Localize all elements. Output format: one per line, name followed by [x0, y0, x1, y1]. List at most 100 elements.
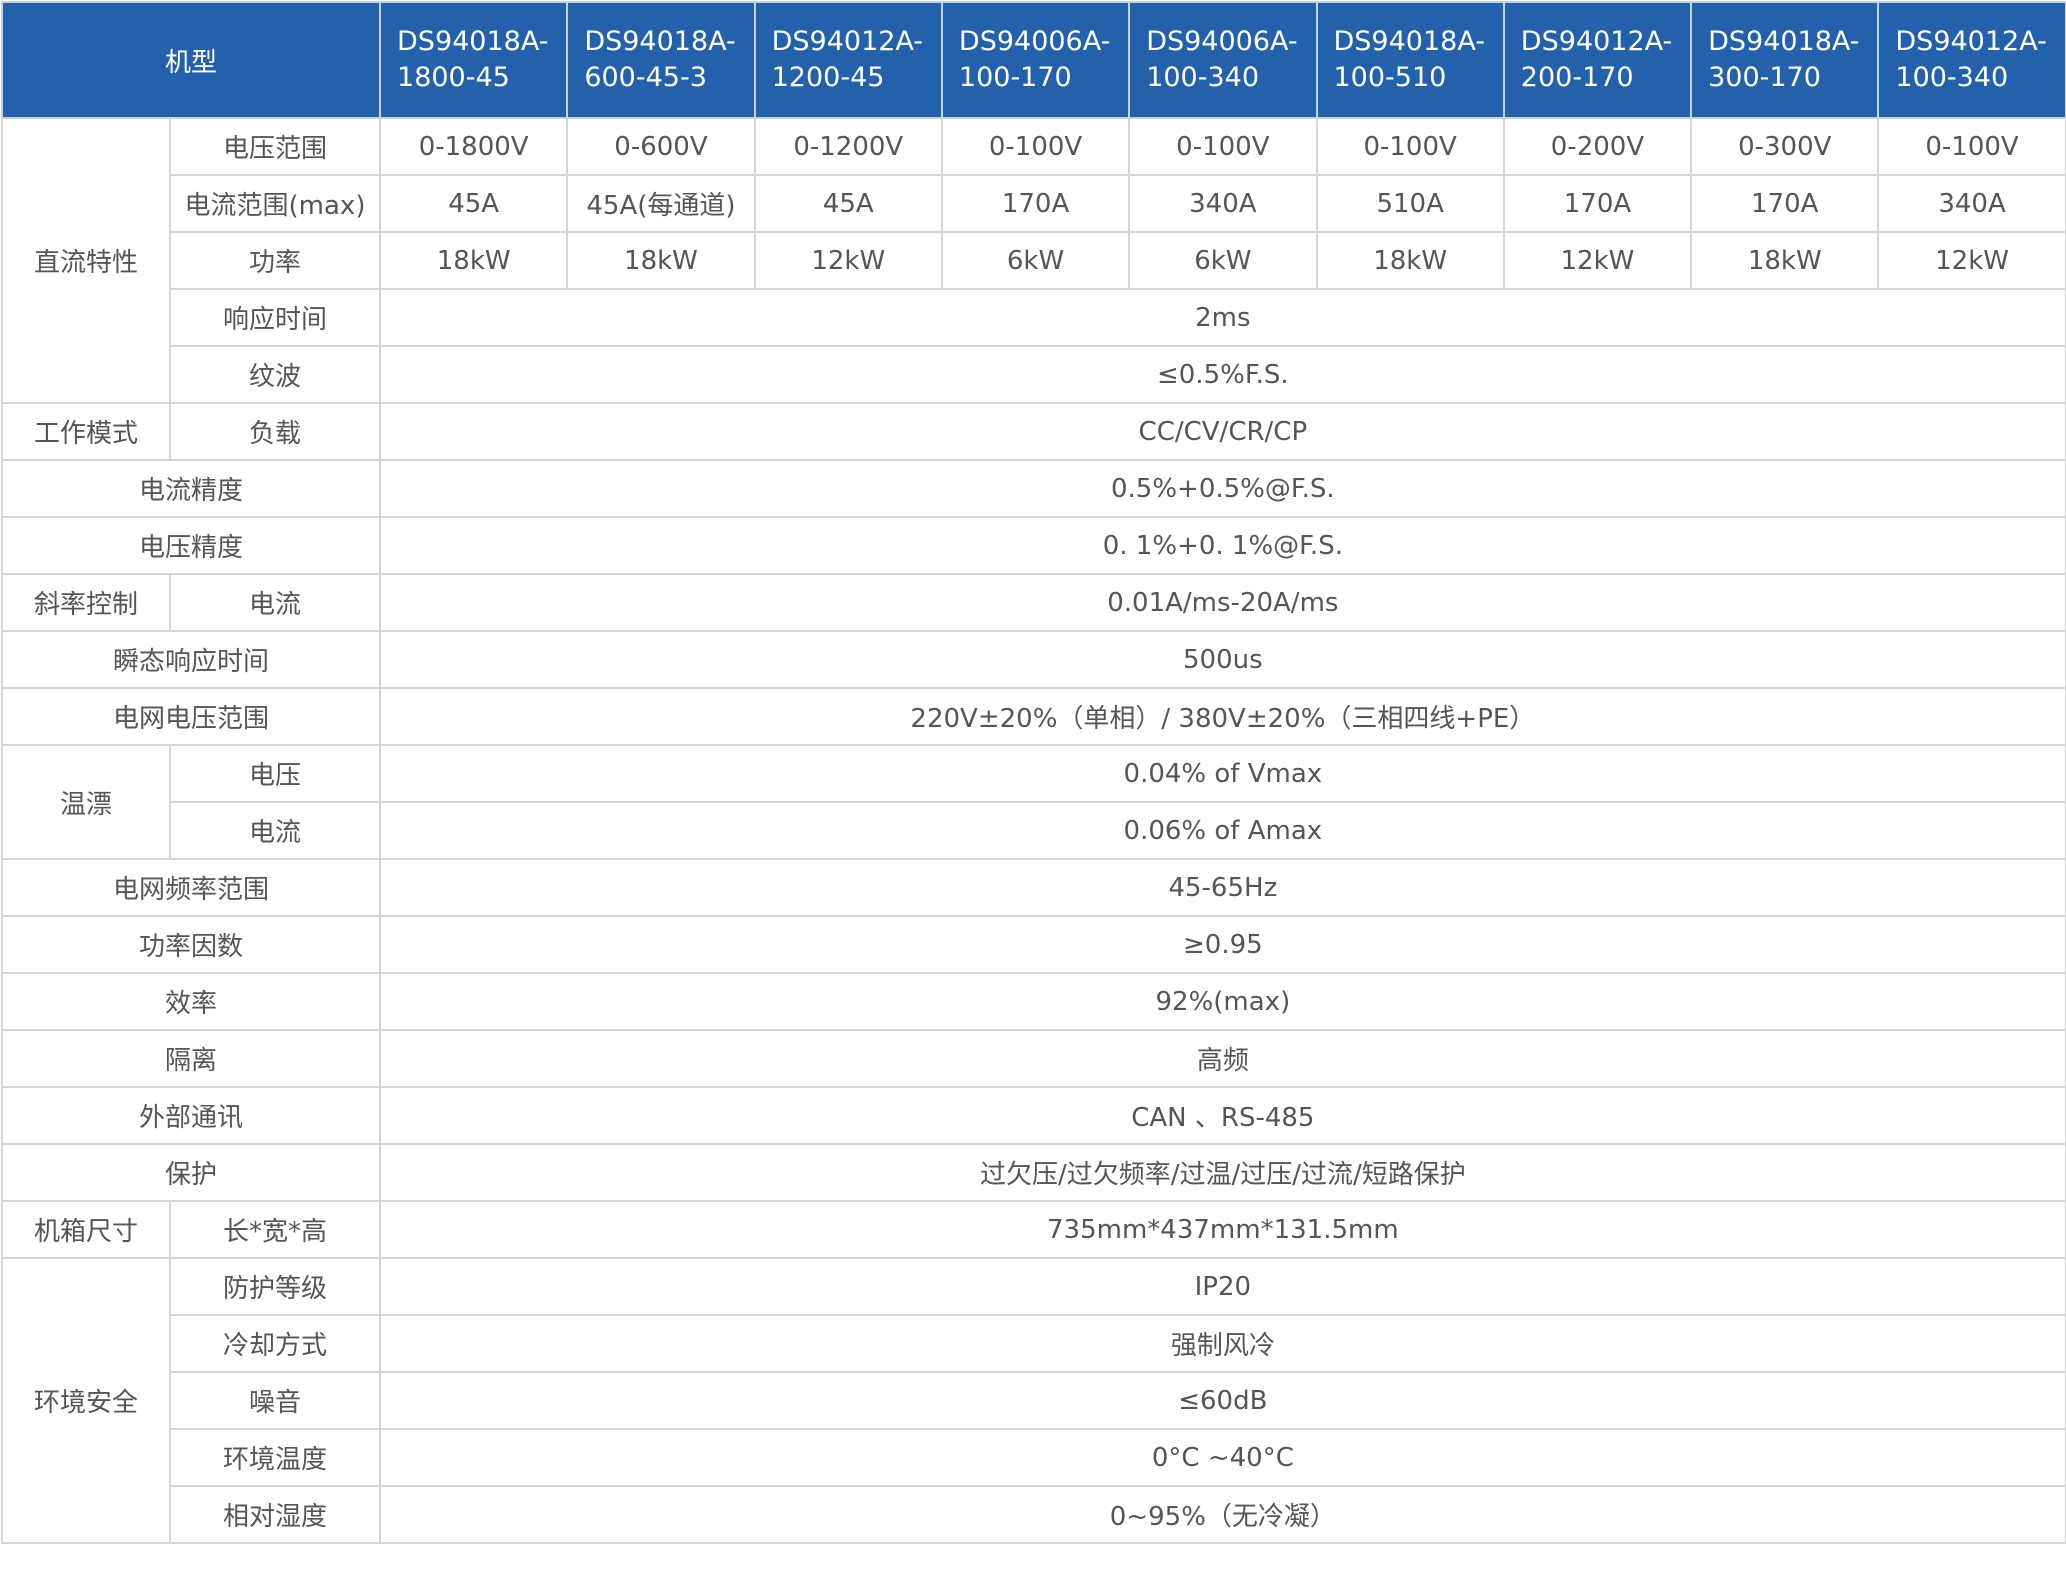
- group-drift: 温漂: [1, 744, 171, 860]
- model-value-cell: 6kW: [940, 231, 1131, 290]
- model-value-cell: 0-100V: [940, 117, 1131, 176]
- table-row: 电网频率范围 45-65Hz: [0, 858, 2066, 917]
- header-row: 机型 DS94018A- 1800-45 DS94018A- 600-45-3 DS94…: [0, 1, 2066, 119]
- row-value: 2ms: [379, 288, 2066, 347]
- table-row: 效率 92%(max): [0, 972, 2066, 1031]
- model-value-cell: 0-100V: [1315, 117, 1505, 176]
- table-row: 外部通讯 CAN 、RS-485: [0, 1086, 2066, 1145]
- model-name-line: 200-170: [1520, 62, 1634, 93]
- table-row: 电网电压范围 220V±20%（单相）/ 380V±20%（三相四线+PE）: [0, 687, 2066, 746]
- model-value-cell: 18kW: [1315, 231, 1505, 290]
- row-label: 电压: [168, 744, 382, 803]
- row-label: 冷却方式: [168, 1314, 382, 1373]
- table-row: 工作模式 负载 CC/CV/CR/CP: [1, 402, 2066, 461]
- model-header-cell: DS94018A- 300-170: [1690, 1, 1880, 119]
- table-row: 环境温度 0°C ~40°C: [2, 1428, 2066, 1487]
- model-value-cell: 510A: [1315, 174, 1505, 233]
- model-value-cell: 170A: [1502, 174, 1693, 233]
- row-label: 防护等级: [168, 1257, 382, 1316]
- row-label: 电压范围: [168, 117, 382, 176]
- model-value-cell: 45A(每通道): [566, 174, 756, 233]
- table-row: 瞬态响应时间 500us: [0, 630, 2066, 689]
- table-row: 隔离 高频: [0, 1029, 2066, 1088]
- model-header-cell: DS94006A- 100-170: [940, 1, 1131, 119]
- model-value-cell: 0-100V: [1128, 117, 1318, 176]
- model-value-cell: 0-1800V: [379, 117, 569, 176]
- model-name-line: DS94006A-: [958, 26, 1111, 57]
- model-value-cell: 12kW: [1877, 231, 2066, 290]
- row-label: 纹波: [168, 345, 382, 404]
- table-row: 冷却方式 强制风冷: [2, 1314, 2066, 1373]
- model-name-line: DS94018A-: [397, 26, 549, 57]
- row-value: 0. 1%+0. 1%@F.S.: [379, 516, 2066, 575]
- table-row: 电流 0.06% of Amax: [2, 801, 2066, 860]
- model-header-cell: DS94006A- 100-340: [1128, 1, 1318, 119]
- row-value: ≤0.5%F.S.: [379, 345, 2066, 404]
- model-value-cell: 6kW: [1128, 231, 1318, 290]
- model-name-line: DS94012A-: [1895, 26, 2047, 57]
- model-header-cell: DS94012A- 200-170: [1502, 1, 1693, 119]
- model-name-line: 100-340: [1895, 62, 2009, 93]
- row-label: 环境温度: [168, 1428, 382, 1487]
- row-value: CAN 、RS-485: [379, 1086, 2066, 1145]
- model-header-cell: DS94018A- 600-45-3: [566, 1, 756, 119]
- table-row: 功率因数 ≥0.95: [0, 915, 2066, 974]
- row-label: 响应时间: [168, 288, 382, 347]
- model-value-cell: 0-100V: [1877, 117, 2066, 176]
- model-value-cell: 0-300V: [1690, 117, 1880, 176]
- model-name-line: DS94012A-: [771, 26, 924, 57]
- model-name-line: DS94018A-: [1333, 26, 1485, 57]
- model-name-line: DS94012A-: [1520, 26, 1673, 57]
- row-label: 长*宽*高: [168, 1200, 382, 1259]
- group-mode: 工作模式: [1, 402, 171, 461]
- table-row: 环境安全 防护等级 IP20: [1, 1257, 2066, 1544]
- model-value-cell: 12kW: [1502, 231, 1693, 290]
- row-label: 电流精度: [0, 459, 382, 518]
- row-label: 电压精度: [0, 516, 382, 575]
- row-label: 电网电压范围: [0, 687, 382, 746]
- table-row: 电压精度 0. 1%+0. 1%@F.S.: [0, 516, 2066, 575]
- model-name-line: 100-340: [1146, 62, 1260, 93]
- model-value-cell: 18kW: [379, 231, 569, 290]
- table-row: 直流特性 电压范围 0-1800V 0-600V 0-1200V 0-100V 0-10…: [1, 117, 2066, 404]
- model-value-cell: 0-200V: [1502, 117, 1693, 176]
- table-row: 电流范围(max) 45A 45A(每通道) 45A 170A 340A 510A 170A 1…: [2, 174, 2066, 233]
- row-value: ≥0.95: [379, 915, 2066, 974]
- row-value: 强制风冷: [379, 1314, 2066, 1373]
- model-value-cell: 340A: [1128, 174, 1318, 233]
- table-row: 功率 18kW 18kW 12kW 6kW 6kW 18kW 12kW 18kW 12kW: [2, 231, 2066, 290]
- row-value: 高频: [379, 1029, 2066, 1088]
- row-value: 0.5%+0.5%@F.S.: [379, 459, 2066, 518]
- table-row: 噪音 ≤60dB: [2, 1371, 2066, 1430]
- model-name-line: 600-45-3: [584, 62, 707, 93]
- row-label: 相对湿度: [168, 1485, 382, 1544]
- model-value-cell: 12kW: [753, 231, 943, 290]
- group-dc: 直流特性: [1, 117, 171, 404]
- row-value: 0.04% of Vmax: [379, 744, 2066, 803]
- model-name-line: DS94018A-: [584, 26, 736, 57]
- table-row: 响应时间 2ms: [2, 288, 2066, 347]
- model-value-cell: 45A: [379, 174, 569, 233]
- row-label: 外部通讯: [0, 1086, 382, 1145]
- model-name-line: DS94006A-: [1146, 26, 1298, 57]
- row-value: 92%(max): [379, 972, 2066, 1031]
- row-label: 电网频率范围: [0, 858, 382, 917]
- row-label: 保护: [0, 1143, 382, 1202]
- model-value-cell: 170A: [1690, 174, 1880, 233]
- group-env: 环境安全: [1, 1257, 171, 1544]
- row-label: 电流范围(max): [168, 174, 382, 233]
- row-label: 隔离: [0, 1029, 382, 1088]
- model-name-line: 300-170: [1708, 62, 1821, 93]
- model-name-line: 100-510: [1333, 62, 1447, 93]
- row-value: 735mm*437mm*131.5mm: [379, 1200, 2066, 1259]
- model-value-cell: 0-1200V: [753, 117, 943, 176]
- model-header: 机型: [0, 1, 382, 119]
- row-value: 0.06% of Amax: [379, 801, 2066, 860]
- row-label: 噪音: [168, 1371, 382, 1430]
- model-value-cell: 18kW: [1690, 231, 1880, 290]
- model-name-line: 1800-45: [397, 62, 510, 93]
- row-value: ≤60dB: [379, 1371, 2066, 1430]
- model-value-cell: 18kW: [566, 231, 756, 290]
- model-header-cell: DS94012A- 100-340: [1877, 1, 2066, 119]
- row-value: CC/CV/CR/CP: [379, 402, 2066, 461]
